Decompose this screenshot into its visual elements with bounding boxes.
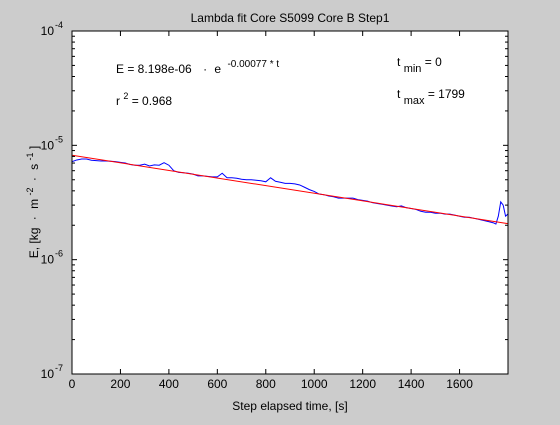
equation-base: e	[214, 62, 221, 76]
y-axis-label-s: s	[27, 164, 41, 170]
fit-series-line	[72, 154, 508, 225]
x-tick-label: 1200	[349, 377, 376, 391]
equation-prefix: E = 8.198e-06	[116, 62, 192, 76]
x-tick-label: 200	[110, 377, 130, 391]
y-tick-label: 10	[41, 367, 55, 381]
series-layer	[72, 154, 508, 225]
equation-annotation: E = 8.198e-06 · e -0.00077 * t	[116, 59, 279, 76]
y-tick-label: 10	[41, 24, 55, 38]
y-tick-exponent: -7	[55, 363, 63, 373]
y-tick-exponent: -6	[55, 249, 63, 259]
r2-exponent: 2	[123, 91, 128, 101]
tmax-subscript: max	[404, 95, 425, 107]
x-tick-label: 1000	[301, 377, 328, 391]
x-axis-label: Step elapsed time, [s]	[232, 399, 347, 413]
y-tick-exponent: -4	[55, 20, 63, 30]
x-tick-label: 400	[159, 377, 179, 391]
y-axis-label: E, [kg · m -2 · s -1 ]	[22, 146, 41, 258]
y-axis-label-base: E, [kg	[27, 228, 41, 259]
chart-title: Lambda fit Core S5099 Core B Step1	[191, 11, 390, 25]
plot-frame	[71, 30, 509, 375]
plot-area	[72, 31, 508, 374]
x-tick-label: 1400	[398, 377, 425, 391]
x-tick-label: 600	[207, 377, 227, 391]
tmin-value: = 0	[425, 55, 442, 69]
x-tick-label: 0	[69, 377, 76, 391]
tmin-subscript: min	[404, 63, 422, 75]
r2-annotation: r 2 = 0.968	[116, 88, 172, 108]
tmin-annotation: t min = 0	[397, 55, 442, 75]
x-tick-label: 1600	[446, 377, 473, 391]
tmin-base: t	[397, 55, 401, 69]
y-axis-label-s-exp: -1	[25, 152, 35, 160]
y-axis-label-m: m	[27, 199, 41, 209]
tmax-value: = 1799	[428, 87, 465, 101]
tmax-base: t	[397, 87, 401, 101]
y-axis-label-m-exp: -2	[25, 188, 35, 196]
r2-base: r	[116, 94, 120, 108]
y-tick-label: 10	[41, 253, 55, 267]
y-tick-label: 10	[41, 138, 55, 152]
x-tick-label: 800	[256, 377, 276, 391]
r2-value: = 0.968	[132, 94, 173, 108]
y-axis-label-close: ]	[27, 146, 41, 149]
y-tick-exponent: -5	[55, 134, 63, 144]
equation-exponent: -0.00077 * t	[227, 59, 279, 70]
tmax-annotation: t max = 1799	[397, 87, 465, 107]
